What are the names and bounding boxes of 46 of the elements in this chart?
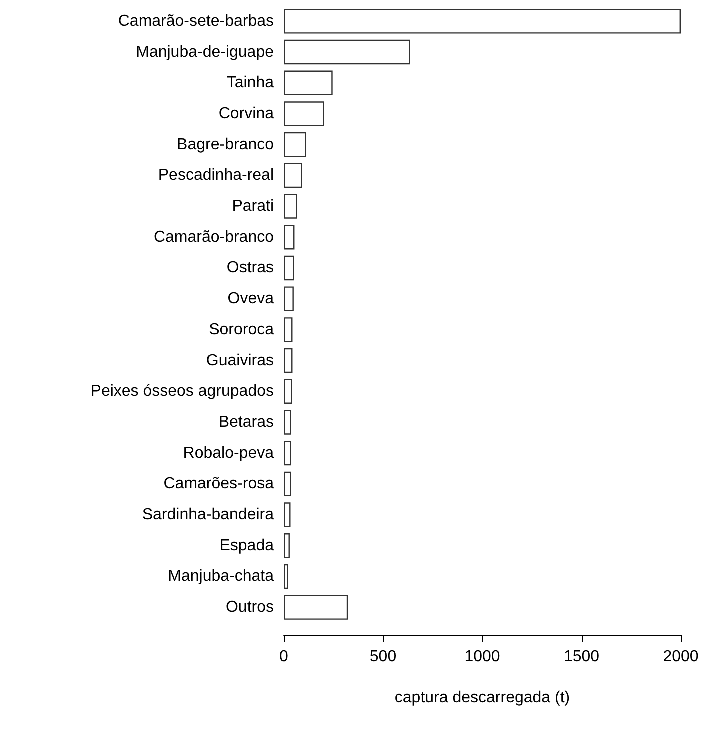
bar [284,502,291,528]
bar [284,102,324,126]
y-tick-label: Sardinha-bandeira [142,506,274,524]
y-tick-label: Camarões-rosa [164,476,274,493]
bar [284,440,292,466]
bar [284,225,295,250]
bar [284,564,288,590]
x-axis-title: captura descarregada (t) [394,690,570,706]
y-tick-label: Bagre-branco [177,136,274,154]
y-tick-label: Betaras [218,414,274,431]
y-tick-label: Manjuba-de-iguape [136,44,274,61]
x-tick-label: 0 [280,648,289,666]
bar [284,132,306,158]
bar [284,410,292,435]
x-tick-label: 2000 [663,648,699,666]
x-tick-label: 1000 [464,648,500,666]
bar [284,256,294,281]
bar [284,318,293,342]
x-tick-label: 500 [370,648,397,666]
bar [284,9,681,34]
y-tick-label: Manjuba-chata [168,568,274,586]
bar [284,163,302,188]
y-tick-label: Guaiviras [206,352,274,370]
y-tick-label: Camarão-sete-barbas [118,12,274,30]
y-tick-label: Oveva [228,290,274,308]
y-tick-label: Peixes ósseos agrupados [90,383,274,400]
bar [284,286,294,312]
y-tick-label: Espada [220,537,274,554]
y-tick-label: Sororoca [209,321,274,338]
y-tick-label: Tainha [226,74,274,92]
y-tick-label: Ostras [226,260,274,277]
bar [284,40,410,65]
bar [284,70,333,96]
bar [284,472,292,497]
bar [284,534,290,558]
y-tick-label: Robalo-peva [183,444,274,462]
bar [284,348,293,374]
y-tick-label: Pescadinha-real [158,167,274,184]
x-tick-label: 1500 [564,648,600,666]
bar [284,379,292,404]
y-tick-label: Corvina [218,105,274,122]
y-tick-label: Outros [226,599,274,616]
bar [284,595,348,620]
y-tick-label: Camarão-branco [154,228,274,246]
bar [284,194,298,219]
y-tick-label: Parati [232,198,274,216]
